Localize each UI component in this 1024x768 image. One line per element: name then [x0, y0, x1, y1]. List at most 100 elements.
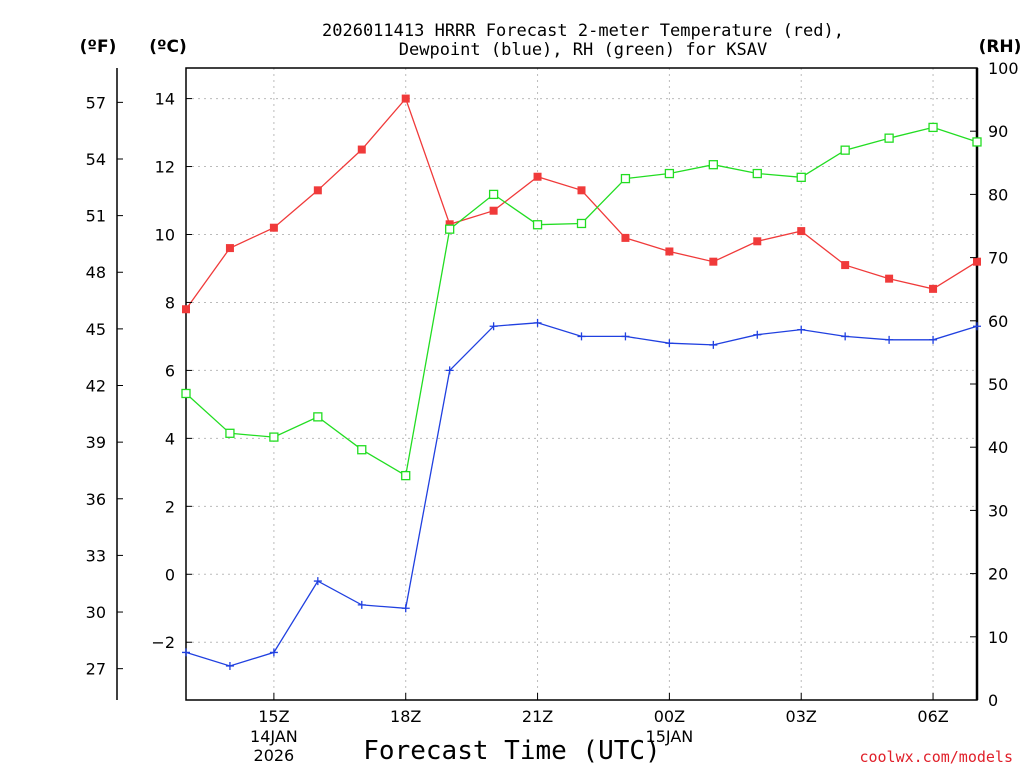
rh-point [884, 133, 894, 143]
rh-unit-label: (RH) [979, 37, 1022, 57]
x-tick-date-label: 15JAN [646, 727, 694, 746]
dewpoint-point [621, 332, 630, 341]
rh-point [181, 388, 191, 399]
rh-point [532, 220, 543, 230]
dewpoint-point [665, 339, 674, 348]
fahrenheit-tick-label: 27 [86, 660, 106, 679]
rh-point [225, 428, 235, 438]
dewpoint-point [269, 648, 278, 657]
rh-tick-label: 70 [988, 249, 1008, 268]
rh-point [928, 122, 938, 133]
x-tick-date-label: 14JAN [250, 727, 298, 746]
temperature-point [929, 284, 938, 293]
celsius-tick-label: 10 [155, 225, 175, 244]
temperature-point [182, 305, 190, 314]
rh-point [752, 168, 762, 179]
temperature-point [401, 94, 410, 103]
temperature-point [665, 247, 674, 256]
rh-tick-label: 30 [988, 501, 1008, 520]
x-tick-year-label: 2026 [254, 746, 295, 765]
celsius-tick-label: 2 [165, 497, 175, 516]
axes [116, 67, 979, 701]
rh-tick-label: 10 [988, 628, 1008, 647]
celsius-tick-label: 14 [155, 90, 175, 109]
rh-tick-label: 80 [988, 185, 1008, 204]
rh-tick-label: 90 [988, 122, 1008, 141]
dewpoint-point [313, 577, 322, 586]
dewpoint-point [973, 322, 981, 331]
fahrenheit-tick-label: 51 [86, 207, 106, 226]
fahrenheit-tick-label: 45 [86, 320, 106, 339]
dewpoint-point [489, 322, 498, 331]
dewpoint-point [929, 335, 938, 344]
x-tick-label: 00Z [654, 707, 685, 726]
temperature-point [445, 220, 454, 229]
fahrenheit-tick-label: 48 [86, 263, 106, 282]
rh-tick-label: 50 [988, 375, 1008, 394]
dewpoint-line [185, 322, 978, 667]
x-tick-label: 06Z [917, 707, 948, 726]
rh-point [357, 445, 367, 455]
temperature-point [841, 261, 850, 270]
celsius-tick-label: 12 [155, 158, 175, 177]
fahrenheit-tick-label: 30 [86, 603, 106, 622]
temperature-point [577, 186, 586, 195]
fahrenheit-tick-label: 54 [86, 150, 106, 169]
tick-labels: −2 0 2 4 6 8 10 12 14 27 30 33 36 39 42 45 48 51 54 57 0 10 20… [86, 59, 1019, 765]
celsius-tick-label: 6 [165, 361, 175, 380]
rh-point [401, 470, 411, 481]
plot-frame [185, 67, 978, 701]
x-tick-label: 03Z [786, 707, 817, 726]
chart-title-line2: Dewpoint (blue), RH (green) for KSAV [399, 40, 767, 60]
rh-point [796, 172, 806, 182]
dewpoint-point [182, 648, 190, 657]
fahrenheit-tick-label: 39 [86, 433, 106, 452]
gridlines [186, 68, 977, 700]
temperature-point [709, 257, 718, 266]
rh-point [313, 412, 323, 422]
fahrenheit-tick-label: 42 [86, 377, 106, 396]
rh-tick-label: 100 [988, 59, 1019, 78]
rh-tick-label: 0 [988, 691, 998, 710]
temperature-point [621, 233, 630, 242]
temperature-point [797, 227, 806, 236]
temperature-point [313, 186, 322, 195]
dewpoint-point [797, 325, 806, 334]
temperature-point [533, 172, 542, 181]
dewpoint-point [533, 318, 542, 327]
temperature-point [489, 206, 498, 215]
dewpoint-point [885, 335, 894, 344]
rh-point [576, 218, 587, 229]
celsius-tick-label: −2 [151, 633, 175, 652]
rh-point [488, 189, 499, 200]
temperature-line [185, 97, 978, 310]
temperature-point [225, 244, 234, 253]
data-series [181, 94, 982, 671]
fahrenheit-unit-label: (ºF) [80, 37, 117, 57]
x-tick-label: 18Z [390, 707, 421, 726]
celsius-tick-label: 0 [165, 565, 175, 584]
x-axis-title: Forecast Time (UTC) [363, 736, 660, 766]
rh-point [840, 145, 850, 155]
celsius-unit-label: (ºC) [149, 37, 187, 57]
celsius-tick-label: 4 [165, 429, 175, 448]
rh-point [269, 432, 279, 442]
rh-point [664, 168, 675, 179]
temperature-point [357, 145, 366, 154]
dewpoint-point [577, 332, 586, 341]
dewpoint-point [401, 604, 410, 613]
dewpoint-point [709, 340, 718, 349]
dewpoint-point [753, 330, 762, 339]
temperature-point [269, 223, 278, 232]
temperature-point [973, 257, 981, 266]
fahrenheit-tick-label: 33 [86, 546, 106, 565]
rh-point [620, 173, 631, 184]
site-credit: coolwx.com/models [859, 748, 1013, 766]
rh-tick-label: 20 [988, 565, 1008, 584]
dewpoint-point [841, 332, 850, 341]
chart-title-line1: 2026011413 HRRR Forecast 2-meter Tempera… [322, 21, 844, 41]
dewpoint-point [225, 662, 234, 671]
rh-line [185, 126, 978, 477]
fahrenheit-tick-label: 36 [86, 490, 106, 509]
